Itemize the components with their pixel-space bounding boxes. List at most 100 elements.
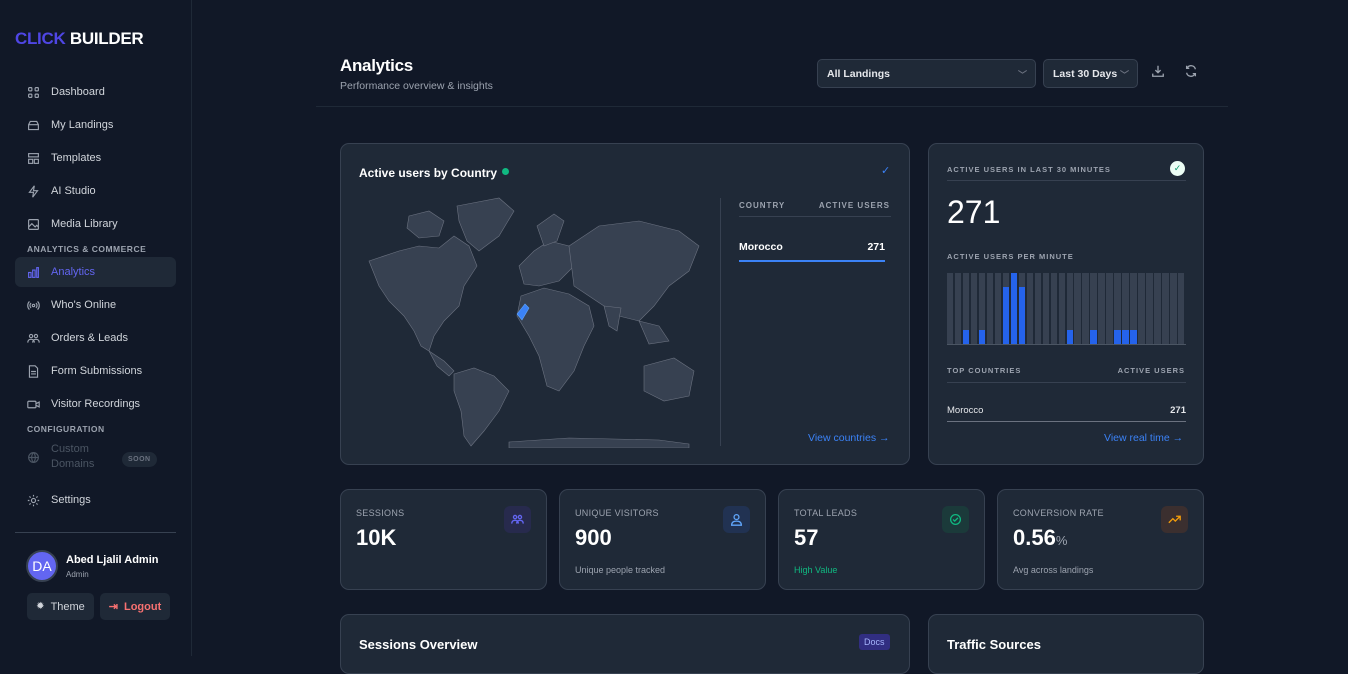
sidebar-item-settings[interactable]: Settings: [15, 485, 176, 515]
map-africa: [516, 287, 595, 392]
map-table-divider: [720, 198, 721, 446]
refresh-button[interactable]: [1184, 64, 1202, 82]
minute-bar[interactable]: [978, 329, 986, 344]
user-name: Abed Ljalil Admin: [66, 554, 159, 566]
minute-bar-track: [1138, 273, 1145, 344]
minute-bar-track: [1066, 273, 1073, 344]
soon-badge: SOON: [122, 452, 157, 467]
users-icon: [504, 506, 531, 533]
active-users-by-country-card: Active users by Country ✓ COUNTRY ACTIVE…: [340, 143, 910, 465]
sidebar-item-templates[interactable]: Templates: [15, 143, 176, 173]
sidebar-item-analytics[interactable]: Analytics: [15, 257, 176, 287]
minute-bar-track: [1098, 273, 1105, 344]
page-subtitle: Performance overview & insights: [340, 80, 493, 92]
map-europe: [518, 240, 575, 287]
top-country-row[interactable]: Morocco 271: [947, 405, 1186, 422]
check-circle-icon: ✓: [1170, 161, 1185, 176]
download-icon: [1152, 65, 1164, 77]
minute-bar[interactable]: [1122, 329, 1129, 344]
minute-bar-track: [1058, 273, 1065, 344]
table-row[interactable]: Morocco 271: [739, 241, 885, 262]
sessions-overview-card: Sessions Overview Docs: [340, 614, 910, 674]
world-map[interactable]: [359, 196, 703, 448]
logout-icon: ⇥: [108, 601, 118, 613]
theme-button[interactable]: ✹ Theme: [27, 593, 94, 620]
minute-bar-track: [954, 273, 962, 344]
minute-bar[interactable]: [1090, 329, 1097, 344]
realtime-card: ACTIVE USERS IN LAST 30 MINUTES ✓ 271 AC…: [928, 143, 1204, 465]
col-country: COUNTRY: [739, 201, 786, 210]
map-antarctica: [508, 437, 690, 448]
sidebar-item-orders-leads[interactable]: Orders & Leads: [15, 323, 176, 353]
map-canadian-islands: [406, 210, 445, 239]
stat-label: CONVERSION RATE: [1013, 508, 1104, 518]
download-button[interactable]: [1151, 64, 1169, 82]
sidebar-item-who-s-online[interactable]: Who's Online: [15, 290, 176, 320]
sidebar-item-dashboard[interactable]: Dashboard: [15, 77, 176, 107]
map-greenland: [456, 197, 515, 252]
users-icon: [27, 333, 40, 343]
stat-value: 900: [575, 525, 612, 550]
top-countries-label: TOP COUNTRIES: [947, 366, 1022, 375]
stat-card-conversion-rate: CONVERSION RATE 0.56% Avg across landing…: [997, 489, 1204, 590]
header-divider: [316, 106, 1228, 107]
card-title: Active users by Country: [359, 166, 498, 180]
logo[interactable]: CLICK BUILDER: [15, 29, 144, 48]
layout-icon: [28, 152, 39, 164]
stat-subtext: Unique people tracked: [575, 565, 666, 575]
realtime-value: 271: [947, 194, 1001, 230]
minute-bar-track: [1154, 273, 1161, 344]
sidebar-item-ai-studio[interactable]: AI Studio: [15, 176, 176, 206]
top-active-users-label: ACTIVE USERS: [1117, 366, 1185, 375]
stat-value: 10K: [356, 525, 397, 550]
stat-card-unique-visitors: UNIQUE VISITORS 900 Unique people tracke…: [559, 489, 766, 590]
stat-subtext: High Value: [794, 565, 838, 575]
minute-bar-track: [994, 273, 1002, 344]
sidebar-item-media-library[interactable]: Media Library: [15, 209, 176, 239]
sidebar-item-my-landings[interactable]: My Landings: [15, 110, 176, 140]
table-header-divider: [739, 216, 891, 217]
card-title: Traffic Sources: [947, 637, 1041, 652]
date-range-select[interactable]: Last 30 Days ﹀: [1043, 59, 1138, 88]
sidebar-item-custom-domains[interactable]: Custom Domains: [15, 437, 176, 477]
minute-bar[interactable]: [1002, 287, 1010, 344]
view-real-time-link[interactable]: View real time →: [1104, 432, 1184, 444]
map-australia: [643, 357, 695, 402]
minute-bar-track: [1114, 273, 1121, 344]
map-country-morocco: [516, 303, 530, 321]
grid-icon: [28, 86, 39, 98]
docs-button[interactable]: Docs: [859, 634, 890, 650]
refresh-icon: [1185, 65, 1197, 77]
minute-bar[interactable]: [962, 329, 970, 344]
minute-bar[interactable]: [1114, 329, 1121, 344]
user-icon: [723, 506, 750, 533]
view-countries-link[interactable]: View countries →: [808, 432, 890, 444]
section-configuration: CONFIGURATION: [27, 424, 105, 434]
trend-up-icon: [1161, 506, 1188, 533]
minute-bar[interactable]: [1018, 287, 1026, 344]
minute-bar[interactable]: [1066, 329, 1073, 344]
sidebar-item-visitor-recordings[interactable]: Visitor Recordings: [15, 389, 176, 419]
stat-label: TOTAL LEADS: [794, 508, 858, 518]
sidebar-item-form-submissions[interactable]: Form Submissions: [15, 356, 176, 386]
logout-button[interactable]: ⇥ Logout: [100, 593, 170, 620]
file-icon: [28, 364, 39, 378]
minute-bar-track: [1026, 273, 1034, 344]
avatar[interactable]: DA: [26, 550, 58, 582]
minute-bar[interactable]: [1010, 273, 1018, 344]
bar-chart-icon: [28, 266, 39, 278]
live-status-dot: [502, 168, 509, 175]
divider: [947, 382, 1186, 383]
check-icon[interactable]: ✓: [881, 165, 891, 177]
stat-value: 57: [794, 525, 819, 550]
col-active-users: ACTIVE USERS: [818, 201, 890, 210]
stat-value: 0.56%: [1013, 525, 1068, 550]
landing-select[interactable]: All Landings ﹀: [817, 59, 1036, 88]
gear-icon: [27, 494, 40, 506]
minute-bar-track: [1170, 273, 1177, 344]
bolt-icon: [28, 184, 39, 198]
card-title: Sessions Overview: [359, 637, 478, 652]
stat-label: UNIQUE VISITORS: [575, 508, 659, 518]
sun-icon: ✹: [36, 601, 45, 612]
minute-bar[interactable]: [1130, 329, 1137, 344]
